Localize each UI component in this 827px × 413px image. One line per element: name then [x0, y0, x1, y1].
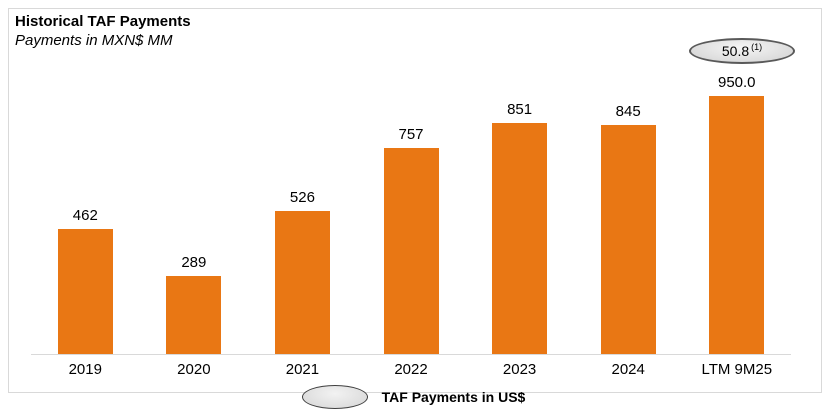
bar: 462 — [57, 207, 113, 354]
x-axis-label: 2022 — [394, 361, 428, 378]
bar-value-label: 289 — [181, 253, 207, 271]
chart-title: Historical TAF Payments — [15, 13, 191, 30]
plot-area: 462 289 526 757 851 845 950.0 — [31, 74, 791, 355]
usd-value: 50.8 — [721, 43, 750, 59]
bar-value-label: 526 — [289, 189, 315, 207]
bar: 757 — [383, 126, 439, 354]
x-axis-label: 2020 — [177, 361, 211, 378]
bar: 526 — [274, 189, 330, 354]
bar-column: 757 — [357, 96, 466, 354]
x-axis-label: 2019 — [68, 361, 102, 378]
bar-value-label: 462 — [72, 206, 98, 224]
chart-legend: TAF Payments in US$ — [0, 383, 827, 411]
bar-column: 289 — [140, 96, 249, 354]
bar-value-label: 845 — [615, 102, 641, 120]
legend-ellipse-icon — [301, 385, 368, 409]
bar-column: 526 — [248, 96, 357, 354]
bar-column: 950.0 — [682, 74, 791, 354]
x-axis-line — [31, 354, 791, 355]
bar: 950.0 — [709, 74, 765, 354]
footnote-superscript: (1) — [751, 42, 763, 52]
chart-card: Historical TAF Payments Payments in MXN$… — [8, 8, 822, 393]
bar-column: 845 — [574, 96, 683, 354]
bar: 845 — [600, 103, 656, 354]
legend-label: TAF Payments in US$ — [381, 389, 526, 405]
bar-series: 462 289 526 757 851 845 950.0 — [31, 74, 791, 354]
bar-column: 462 — [31, 96, 140, 354]
bar-value-label: 851 — [507, 100, 533, 118]
chart-subtitle: Payments in MXN$ MM — [15, 32, 173, 49]
bar-column: 851 — [465, 96, 574, 354]
x-axis-label: 2023 — [502, 361, 537, 378]
x-axis-label: 2024 — [611, 361, 645, 378]
x-axis-label: LTM 9M25 — [701, 361, 773, 378]
bar: 851 — [492, 101, 548, 354]
bar-value-label: 757 — [398, 126, 424, 144]
bar: 289 — [166, 254, 222, 354]
x-axis-labels: 2019 2020 2021 2022 2023 2024 LTM 9M25 — [31, 361, 791, 378]
bar-value-label: 950.0 — [717, 74, 756, 91]
usd-value-badge-ellipse: 50.8 (1) — [689, 38, 795, 64]
x-axis-label: 2021 — [285, 361, 320, 378]
